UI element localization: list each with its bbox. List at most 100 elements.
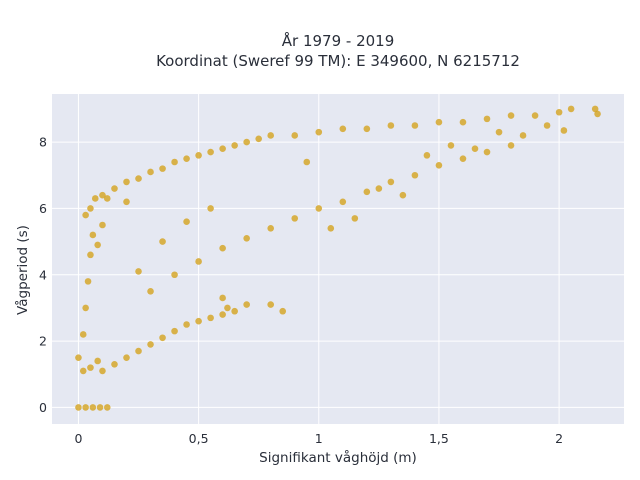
data-point <box>159 165 166 172</box>
data-point <box>567 105 575 113</box>
x-tick-label: 1 <box>315 431 323 446</box>
data-point <box>103 404 111 411</box>
data-point <box>89 231 97 239</box>
data-point <box>267 301 275 308</box>
data-point <box>363 188 371 196</box>
data-point <box>195 317 202 325</box>
data-point <box>255 135 262 143</box>
data-point <box>243 138 250 146</box>
data-points <box>75 105 601 411</box>
data-point <box>267 225 275 232</box>
data-point <box>99 221 106 229</box>
data-point <box>327 225 335 232</box>
data-point <box>555 108 563 116</box>
data-point <box>483 148 491 156</box>
data-point <box>279 307 287 315</box>
data-point <box>99 191 106 199</box>
data-point <box>459 118 467 126</box>
data-point <box>147 341 154 348</box>
data-point <box>207 205 214 212</box>
data-point <box>111 185 118 192</box>
data-point <box>79 331 87 338</box>
data-point <box>531 112 539 119</box>
data-point <box>591 105 599 113</box>
data-point <box>147 168 154 176</box>
data-point <box>89 404 97 411</box>
y-tick-label: 8 <box>39 135 47 150</box>
data-point <box>135 347 142 355</box>
plot-area <box>52 94 624 424</box>
data-point <box>219 145 226 153</box>
data-point <box>339 125 347 133</box>
data-point <box>224 304 231 312</box>
data-point <box>91 195 99 202</box>
data-point <box>159 238 166 245</box>
data-point <box>231 142 238 149</box>
data-point <box>82 404 89 411</box>
x-tick-label: 1,5 <box>429 431 449 446</box>
chart-title: År 1979 - 2019 <box>282 31 395 50</box>
data-point <box>315 128 323 136</box>
data-point <box>123 354 130 361</box>
data-point <box>103 195 111 202</box>
data-point <box>560 127 568 134</box>
y-tick-label: 0 <box>39 400 47 415</box>
data-point <box>315 205 323 212</box>
data-point <box>387 178 395 186</box>
x-tick-label: 2 <box>555 431 563 446</box>
data-point <box>195 258 202 265</box>
data-point <box>291 132 299 139</box>
data-point <box>75 354 82 361</box>
data-point <box>171 158 178 166</box>
data-point <box>96 404 104 411</box>
data-point <box>507 112 515 119</box>
data-point <box>147 288 154 295</box>
data-point <box>207 148 214 156</box>
data-point <box>423 152 431 159</box>
data-point <box>183 321 190 328</box>
data-point <box>87 251 94 259</box>
data-point <box>99 367 106 375</box>
data-point <box>94 357 101 365</box>
data-point <box>75 404 82 411</box>
x-tick-label: 0 <box>74 431 82 446</box>
data-point <box>243 234 250 242</box>
data-point <box>94 241 101 249</box>
data-point <box>483 115 491 123</box>
data-point <box>219 244 226 252</box>
data-point <box>447 142 455 149</box>
data-point <box>183 155 190 162</box>
y-tick-label: 6 <box>39 201 47 216</box>
chart-subtitle: Koordinat (Sweref 99 TM): E 349600, N 62… <box>156 52 520 70</box>
data-point <box>375 185 383 192</box>
data-point <box>183 218 190 225</box>
data-point <box>195 152 202 159</box>
data-point <box>135 268 142 275</box>
data-point <box>435 162 443 169</box>
data-point <box>291 215 299 222</box>
data-point <box>471 145 479 153</box>
data-point <box>507 142 515 149</box>
data-point <box>207 314 214 322</box>
data-point <box>543 122 551 129</box>
data-point <box>399 191 407 199</box>
x-tick-label: 0,5 <box>189 431 209 446</box>
x-axis-label: Signifikant våghöjd (m) <box>259 449 417 466</box>
data-point <box>82 211 89 219</box>
data-point <box>303 158 311 166</box>
y-tick-label: 4 <box>39 267 47 282</box>
data-point <box>363 125 371 133</box>
data-point <box>79 367 87 375</box>
data-point <box>159 334 166 342</box>
x-axis-ticks: 0 0,5 1 1,5 2 <box>74 431 563 446</box>
data-point <box>435 118 443 126</box>
y-tick-label: 2 <box>39 334 47 349</box>
data-point <box>387 122 395 129</box>
data-point <box>87 364 94 371</box>
data-point <box>231 307 238 315</box>
data-point <box>171 327 178 335</box>
grid-lines <box>52 94 624 424</box>
data-point <box>219 311 226 318</box>
